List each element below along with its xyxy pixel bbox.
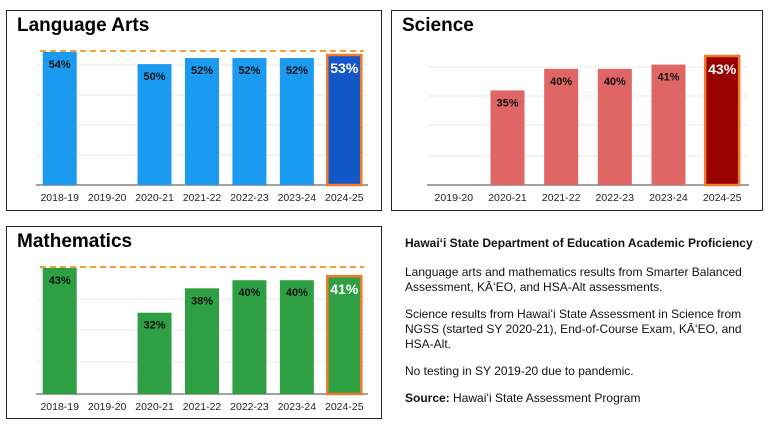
bar-label-2020-21: 32% xyxy=(144,320,166,332)
bar-2020-21 xyxy=(137,312,172,394)
x-tick-2024-25: 2024-25 xyxy=(325,401,364,413)
bar-2024-25 xyxy=(703,54,741,187)
bar-2024-25 xyxy=(326,274,363,396)
science-title: Science xyxy=(402,15,474,36)
bar-label-2023-24: 41% xyxy=(657,72,679,84)
bar-2021-22 xyxy=(185,58,219,185)
notes-panel: Hawaiʻi State Department of Education Ac… xyxy=(405,236,760,418)
x-tick-2023-24: 2023-24 xyxy=(278,192,317,204)
x-tick-2019-20: 2019-20 xyxy=(88,192,127,204)
x-tick-2019-20: 2019-20 xyxy=(435,192,474,204)
bar-2020-21 xyxy=(137,64,172,185)
bar-2022-23 xyxy=(232,280,267,394)
science-plot: 2019-20 35% 2020-21 40% 2021-22 40% 2022-23 41%… xyxy=(427,54,749,204)
mathematics-title: Mathematics xyxy=(17,231,133,252)
bar-2023-24 xyxy=(279,58,314,185)
x-tick-2018-19: 2018-19 xyxy=(40,401,79,413)
bar-label-2024-25: 43% xyxy=(708,61,737,77)
x-tick-2020-21: 2020-21 xyxy=(488,192,527,204)
language-arts-title: Language Arts xyxy=(17,15,150,36)
notes-para-pandemic: No testing in SY 2019-20 due to pandemic… xyxy=(405,364,634,378)
source-label: Source: xyxy=(405,391,450,405)
bar-2023-24 xyxy=(651,64,686,185)
bar-label-2021-22: 52% xyxy=(191,65,213,77)
bar-label-2024-25: 41% xyxy=(330,281,359,297)
language-arts-plot: 54% 2018-19 2019-20 50% 2020-21 52% 2021-22 52%… xyxy=(36,50,368,204)
bar-label-2023-24: 40% xyxy=(286,287,308,299)
bar-2018-19 xyxy=(42,52,77,185)
bar-2021-22 xyxy=(544,68,579,185)
bar-2024-25 xyxy=(326,53,363,187)
bar-2022-23 xyxy=(597,68,632,185)
mathematics-plot: 43% 2018-19 2019-20 32% 2020-21 38% 2021-22 40%… xyxy=(36,266,368,413)
bar-label-2020-21: 50% xyxy=(144,71,166,83)
bar-label-2022-23: 52% xyxy=(238,65,260,77)
x-tick-2018-19: 2018-19 xyxy=(40,192,79,204)
bar-label-2024-25: 53% xyxy=(330,60,359,76)
x-tick-2021-22: 2021-22 xyxy=(183,401,222,413)
bar-2022-23 xyxy=(232,58,267,185)
notes-title: Hawaiʻi State Department of Education Ac… xyxy=(405,236,753,250)
x-tick-2021-22: 2021-22 xyxy=(183,192,222,204)
notes-para-science: Science results from Hawaiʻi State Asses… xyxy=(405,307,742,351)
bar-2018-19 xyxy=(42,268,77,394)
x-tick-2023-24: 2023-24 xyxy=(649,192,688,204)
x-tick-2023-24: 2023-24 xyxy=(278,401,317,413)
source-text: Hawaiʻi State Assessment Program xyxy=(453,391,641,405)
bar-label-2018-19: 43% xyxy=(49,275,71,287)
x-tick-2020-21: 2020-21 xyxy=(135,401,174,413)
x-tick-2019-20: 2019-20 xyxy=(88,401,127,413)
bar-label-2021-22: 40% xyxy=(550,76,572,88)
bar-2020-21 xyxy=(490,90,525,185)
bar-label-2023-24: 52% xyxy=(286,65,308,77)
language-arts-chart: Language Arts 54% 2018-19 2019-20 50% 2020-2… xyxy=(6,10,382,211)
bar-label-2022-23: 40% xyxy=(238,287,260,299)
bar-label-2018-19: 54% xyxy=(49,59,71,71)
bar-2021-22 xyxy=(185,288,219,394)
notes-para-ela-math: Language arts and mathematics results fr… xyxy=(405,265,742,294)
science-chart: Science 2019-20 35% 2020-21 40% 2021-22 40% 20… xyxy=(391,10,763,211)
x-tick-2022-23: 2022-23 xyxy=(596,192,635,204)
x-tick-2020-21: 2020-21 xyxy=(135,192,174,204)
bar-label-2022-23: 40% xyxy=(604,76,626,88)
bar-label-2020-21: 35% xyxy=(496,97,518,109)
bar-2023-24 xyxy=(279,280,314,394)
notes-source: Source: Hawaiʻi State Assessment Program xyxy=(405,391,760,406)
x-tick-2021-22: 2021-22 xyxy=(542,192,581,204)
bar-label-2021-22: 38% xyxy=(191,295,213,307)
x-tick-2024-25: 2024-25 xyxy=(325,192,364,204)
x-tick-2022-23: 2022-23 xyxy=(230,401,269,413)
x-tick-2022-23: 2022-23 xyxy=(230,192,269,204)
mathematics-chart: Mathematics 43% 2018-19 2019-20 32% 2020-21 3… xyxy=(6,226,382,419)
x-tick-2024-25: 2024-25 xyxy=(703,192,742,204)
